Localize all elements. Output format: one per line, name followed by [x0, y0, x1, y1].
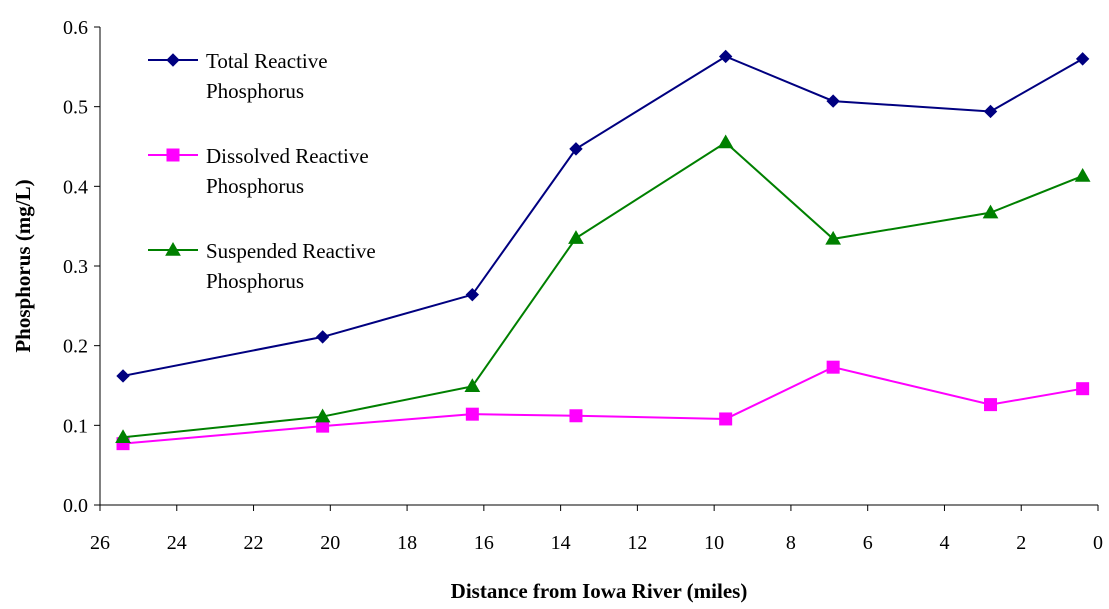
x-tick-label: 8	[786, 532, 796, 554]
y-tick-label: 0.3	[63, 256, 88, 278]
legend-label: Total Reactive	[206, 49, 328, 73]
legend-label: Phosphorus	[206, 269, 304, 293]
data-point	[984, 398, 998, 412]
x-tick-label: 6	[863, 532, 873, 554]
x-ticks: 26 24 22 20 18 16 14 12 10 8 6 4 2 0	[90, 505, 1103, 554]
x-tick-label: 18	[397, 532, 417, 554]
data-point	[568, 230, 584, 244]
y-tick-label: 0.1	[63, 415, 88, 437]
data-point	[718, 49, 733, 64]
y-axis-title: Phosphorus (mg/L)	[11, 179, 35, 352]
y-tick-label: 0.2	[63, 336, 88, 358]
legend-label: Dissolved Reactive	[206, 144, 369, 168]
data-point	[314, 408, 331, 423]
x-tick-label: 26	[90, 532, 110, 554]
series-line	[122, 55, 1084, 377]
legend-item: Suspended Reactive Phosphorus	[148, 239, 376, 293]
legend-item: Total Reactive Phosphorus	[148, 49, 328, 103]
x-axis-title: Distance from Iowa River (miles)	[451, 579, 748, 603]
data-point	[982, 204, 999, 219]
y-ticks: 0.0 0.1 0.2 0.3 0.4 0.5 0.6	[63, 17, 100, 517]
data-point	[465, 407, 479, 421]
x-tick-label: 16	[474, 532, 494, 554]
data-point	[1076, 382, 1090, 396]
x-tick-label: 4	[939, 532, 949, 554]
series-square	[116, 360, 1090, 451]
data-point	[825, 230, 842, 245]
x-tick-label: 22	[244, 532, 264, 554]
y-tick-label: 0.5	[63, 97, 88, 119]
x-tick-label: 2	[1016, 532, 1026, 554]
data-point	[115, 429, 131, 444]
series-layer	[115, 49, 1091, 451]
y-tick-label: 0.6	[63, 17, 88, 39]
data-point	[983, 104, 998, 119]
data-point	[464, 378, 481, 393]
legend-marker	[166, 53, 180, 67]
x-tick-label: 24	[167, 532, 187, 554]
data-point	[717, 134, 734, 149]
data-point	[826, 360, 840, 374]
legend-label: Phosphorus	[206, 174, 304, 198]
data-point	[1075, 52, 1090, 66]
series-diamond	[116, 49, 1090, 383]
x-tick-label: 20	[320, 532, 340, 554]
legend-marker	[165, 241, 181, 256]
legend-label: Suspended Reactive	[206, 239, 376, 263]
x-tick-label: 10	[704, 532, 724, 554]
x-tick-label: 14	[551, 532, 571, 554]
x-tick-label: 12	[627, 532, 647, 554]
legend-marker	[166, 148, 180, 162]
data-point	[116, 369, 130, 383]
data-point	[1074, 167, 1091, 182]
y-tick-label: 0.0	[63, 495, 88, 517]
series-line	[122, 366, 1083, 445]
legend-item: Dissolved Reactive Phosphorus	[148, 144, 369, 198]
data-point	[465, 287, 480, 302]
y-tick-label: 0.4	[63, 176, 88, 198]
legend-label: Phosphorus	[206, 79, 304, 103]
data-point	[569, 409, 583, 423]
data-point	[569, 142, 583, 156]
data-point	[719, 412, 733, 426]
data-point	[315, 330, 330, 344]
x-tick-label: 0	[1093, 532, 1103, 554]
series-line	[122, 141, 1084, 439]
series-triangle	[115, 134, 1091, 444]
data-point	[826, 94, 840, 108]
